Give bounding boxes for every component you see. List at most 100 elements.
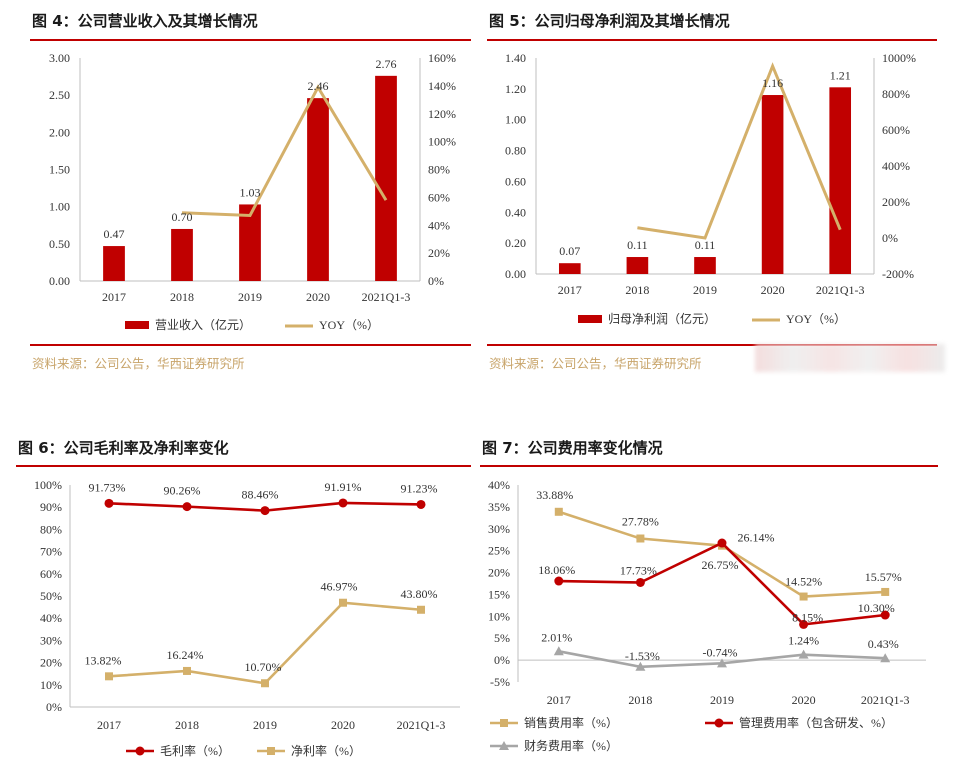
fig6-data-label: 10.70% (245, 660, 282, 674)
fig6-legend-label: 净利率（%） (291, 743, 361, 758)
fig6-series-marker (261, 679, 269, 688)
fig4-bar (239, 204, 261, 281)
fig6-data-label: 90.26% (164, 484, 201, 498)
fig6-series-marker (338, 498, 348, 508)
fig4-yoy-line (181, 84, 388, 218)
fig7-ytick: 10% (488, 609, 510, 623)
fig5-ytick-right: 600% (882, 123, 910, 137)
fig4-ytick-right: 80% (428, 163, 450, 177)
fig4-xtick: 2017 (102, 290, 126, 304)
fig4-bar (171, 228, 193, 281)
fig6-series-marker (339, 598, 347, 607)
fig6-xtick: 2019 (253, 718, 277, 732)
fig7-ytick: 15% (488, 587, 510, 601)
fig7-series-marker (554, 576, 564, 586)
fig7-legend-marker (499, 741, 509, 750)
fig7-xtick: 2020 (792, 693, 816, 707)
fig6-ytick: 20% (40, 656, 62, 670)
fig5-xtick: 2018 (625, 283, 649, 297)
fig7-legend-label: 销售费用率（%） (524, 715, 618, 730)
fig7-data-label: 17.73% (620, 563, 657, 577)
fig7-legend-marker (500, 719, 508, 727)
fig4-bar-label: 2.76 (376, 57, 397, 71)
fig6-ytick: 50% (40, 589, 62, 603)
fig7-data-label: 14.52% (785, 575, 822, 589)
fig4-ytick-left: 1.50 (49, 163, 70, 177)
fig6-chart: 0% 10% 20% 30% 40% 50% 60% 70% 80% 90% 100% 2017 201… (34, 478, 460, 758)
fig4-legend-bar-label: 营业收入（亿元） (155, 317, 251, 332)
fig5-bar-label: 1.21 (830, 68, 851, 82)
fig7-data-label: -0.74% (703, 645, 738, 659)
fig6-data-label: 91.91% (325, 480, 362, 494)
fig6-xtick: 2018 (175, 718, 199, 732)
fig7-ytick: 35% (488, 500, 510, 514)
fig6-ytick: 30% (40, 633, 62, 647)
fig5-title: 图 5：公司归母净利润及其增长情况 (489, 12, 730, 30)
fig6-data-label: 46.97% (321, 580, 358, 594)
fig5-ytick-left: 1.20 (505, 82, 526, 96)
fig4-bottom-rule (30, 344, 471, 346)
fig7-top-rule (480, 465, 938, 467)
fig7-ytick: 5% (494, 631, 510, 645)
fig7-series-marker (635, 577, 645, 587)
fig6-ytick: 90% (40, 500, 62, 514)
fig7-data-label: 15.57% (865, 570, 902, 584)
fig6-data-label: 91.23% (401, 481, 438, 495)
fig7-ytick: 40% (488, 478, 510, 492)
fig6-data-label: 13.82% (85, 653, 122, 667)
fig7-ytick: 25% (488, 544, 510, 558)
fig7-legend-label: 财务费用率（%） (524, 738, 618, 753)
fig5-chart: 0.00 0.20 0.40 0.60 0.80 1.00 1.20 1.40 -200% 0% 2… (505, 51, 916, 326)
fig7-data-label: 1.24% (788, 634, 819, 648)
fig4-ytick-left: 2.50 (49, 88, 70, 102)
fig6-ytick: 100% (34, 478, 62, 492)
fig5-ytick-right: 0% (882, 231, 898, 245)
fig7-data-label: 18.06% (538, 563, 575, 577)
fig5-bar (761, 95, 784, 275)
fig6-series-marker (417, 605, 425, 614)
fig7-series-marker (717, 538, 727, 548)
fig4-xtick: 2020 (306, 290, 330, 304)
fig7-data-label: 2.01% (541, 630, 572, 644)
fig7-xtick: 2017 (547, 693, 571, 707)
fig5-bar (626, 257, 649, 274)
fig6-data-label: 16.24% (167, 648, 204, 662)
fig7-legend-label: 管理费用率（包含研发、%） (739, 715, 893, 730)
fig7-data-label: 33.88% (536, 488, 573, 502)
fig4-ytick-right: 160% (428, 51, 456, 65)
fig4-chart: 0.00 0.50 1.00 1.50 2.00 2.50 3.00 0% 20% 40% 60% 8… (49, 51, 456, 332)
fig5-ytick-right: 400% (882, 159, 910, 173)
fig5-bar (694, 257, 716, 274)
fig5-bar-label: 1.16 (762, 76, 783, 90)
fig4-legend-yoy-label: YOY（%） (319, 318, 379, 332)
fig4-ytick-left: 0.00 (49, 274, 70, 288)
fig7-data-label: 0.43% (868, 637, 899, 651)
fig6-series-marker (104, 498, 114, 508)
fig5-top-rule (487, 39, 937, 41)
fig5-ytick-right: -200% (882, 267, 914, 281)
fig6-data-label: 43.80% (401, 587, 438, 601)
fig6-series-marker (105, 672, 113, 681)
fig6-data-label: 88.46% (242, 488, 279, 502)
fig4-bar-label: 0.47 (104, 227, 125, 241)
fig6-data-label: 91.73% (89, 480, 126, 494)
fig7-xtick: 2021Q1-3 (861, 693, 910, 707)
fig7-legend-marker (714, 718, 724, 728)
fig7-data-label: 8.15% (792, 610, 823, 624)
fig6-series-marker (183, 666, 191, 675)
fig5-ytick-right: 1000% (882, 51, 916, 65)
fig5-source: 资料来源：公司公告，华西证券研究所 (489, 356, 702, 371)
fig4-ytick-left: 0.50 (49, 237, 70, 251)
fig6-series-marker (182, 502, 192, 512)
fig6-xtick: 2020 (331, 718, 355, 732)
fig7-ytick: 0% (494, 653, 510, 667)
fig6-ytick: 0% (46, 700, 62, 714)
fig7-xtick: 2019 (710, 693, 734, 707)
fig6-title: 图 6：公司毛利率及净利率变化 (18, 439, 229, 457)
fig4-ytick-right: 120% (428, 107, 456, 121)
fig5-ytick-left: 0.60 (505, 174, 526, 188)
fig4-bar (375, 75, 397, 281)
blurred-watermark (755, 344, 945, 372)
fig5-ytick-right: 200% (882, 195, 910, 209)
fig5-xtick: 2021Q1-3 (816, 283, 865, 297)
